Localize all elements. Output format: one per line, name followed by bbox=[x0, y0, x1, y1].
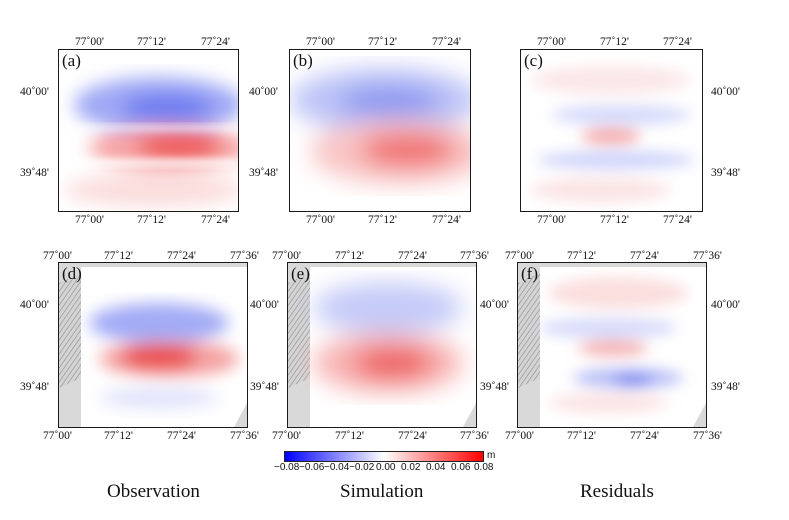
tick-lat-d-2: 39˚48' bbox=[20, 381, 49, 393]
tick-lon-c-bot-3: 77˚24' bbox=[663, 214, 692, 226]
tick-lat-a-right-2: 39˚48' bbox=[249, 167, 278, 179]
tick-lon-b-bot-3: 77˚24' bbox=[432, 214, 461, 226]
colorbar-label-9: 0.08 bbox=[474, 462, 494, 473]
tick-lon-b-top-2: 77˚12' bbox=[368, 36, 397, 48]
tick-lon-d-top-4: 77˚36' bbox=[230, 250, 259, 262]
tick-lat-c-1: 40˚00' bbox=[711, 86, 740, 98]
tick-lat-a-right-1: 40˚00' bbox=[249, 86, 278, 98]
panel-label-b: (b) bbox=[293, 51, 313, 70]
tick-lon-f-bot-4: 77˚36' bbox=[693, 430, 722, 442]
tick-lat-f-1: 40˚00' bbox=[711, 299, 740, 311]
displacement-map-f bbox=[518, 263, 706, 427]
colorbar-label-5: 0.00 bbox=[376, 462, 396, 473]
tick-lon-f-bot-3: 77˚24' bbox=[630, 430, 659, 442]
tick-lon-d-bot-3: 77˚24' bbox=[167, 430, 196, 442]
tick-lon-a-top-3: 77˚24' bbox=[201, 36, 230, 48]
colorbar-label-6: 0.02 bbox=[401, 462, 421, 473]
colorbar-label-7: 0.04 bbox=[426, 462, 446, 473]
tick-lon-c-top-3: 77˚24' bbox=[663, 36, 692, 48]
tick-lon-f-bot-2: 77˚12' bbox=[567, 430, 596, 442]
panel-label-d: (d) bbox=[62, 264, 82, 283]
tick-lon-a-bot-3: 77˚24' bbox=[201, 214, 230, 226]
displacement-map-a bbox=[59, 77, 238, 206]
tick-lat-a-1: 40˚00' bbox=[20, 86, 49, 98]
tick-lon-e-bot-1: 77˚00' bbox=[272, 430, 301, 442]
tick-lat-d-right-2: 39˚48' bbox=[250, 381, 279, 393]
tick-lon-a-top-1: 77˚00' bbox=[75, 36, 104, 48]
tick-lon-d-top-1: 77˚00' bbox=[43, 250, 72, 262]
panel-e-simulation: (e) bbox=[287, 262, 477, 428]
displacement-map-e bbox=[288, 263, 476, 427]
tick-lon-e-top-3: 77˚24' bbox=[398, 250, 427, 262]
panel-b-simulation: (b) bbox=[289, 49, 471, 212]
tick-lon-a-bot-1: 77˚00' bbox=[75, 214, 104, 226]
tick-lon-e-top-1: 77˚00' bbox=[272, 250, 301, 262]
tick-lat-f-2: 39˚48' bbox=[711, 381, 740, 393]
panel-c-residual: (c) bbox=[520, 49, 703, 212]
panel-a-observation: (a) bbox=[58, 49, 239, 212]
panel-label-c: (c) bbox=[524, 51, 543, 70]
tick-lon-f-top-3: 77˚24' bbox=[630, 250, 659, 262]
tick-lon-a-bot-2: 77˚12' bbox=[137, 214, 166, 226]
tick-lon-b-bot-2: 77˚12' bbox=[368, 214, 397, 226]
tick-lon-b-bot-1: 77˚00' bbox=[306, 214, 335, 226]
colorbar-label-2: −0.06 bbox=[299, 462, 325, 473]
tick-lat-d-right-1: 40˚00' bbox=[250, 299, 279, 311]
panel-label-a: (a) bbox=[62, 51, 81, 70]
displacement-map-c bbox=[531, 66, 696, 202]
tick-lon-f-top-1: 77˚00' bbox=[505, 250, 534, 262]
tick-lon-e-top-2: 77˚12' bbox=[335, 250, 364, 262]
column-title-simulation: Simulation bbox=[340, 481, 424, 502]
tick-lon-d-bot-4: 77˚36' bbox=[230, 430, 259, 442]
column-title-residuals: Residuals bbox=[580, 481, 654, 502]
colorbar-label-1: −0.08 bbox=[274, 462, 300, 473]
tick-lat-d-1: 40˚00' bbox=[20, 299, 49, 311]
tick-lon-d-bot-1: 77˚00' bbox=[43, 430, 72, 442]
tick-lon-c-bot-2: 77˚12' bbox=[600, 214, 629, 226]
colorbar-label-8: 0.06 bbox=[451, 462, 471, 473]
tick-lon-d-top-3: 77˚24' bbox=[167, 250, 196, 262]
tick-lon-e-bot-3: 77˚24' bbox=[398, 430, 427, 442]
tick-lon-b-top-1: 77˚00' bbox=[306, 36, 335, 48]
tick-lon-b-top-3: 77˚24' bbox=[432, 36, 461, 48]
colorbar-label-3: −0.04 bbox=[324, 462, 350, 473]
tick-lon-e-bot-4: 77˚36' bbox=[460, 430, 489, 442]
colorbar-unit: m bbox=[487, 450, 496, 461]
tick-lon-f-top-4: 77˚36' bbox=[693, 250, 722, 262]
colorbar-label-4: −0.02 bbox=[349, 462, 375, 473]
panel-label-e: (e) bbox=[291, 264, 310, 283]
tick-lon-d-bot-2: 77˚12' bbox=[104, 430, 133, 442]
displacement-map-d bbox=[59, 263, 247, 427]
column-title-observation: Observation bbox=[107, 481, 200, 502]
colorbar bbox=[284, 451, 484, 462]
tick-lon-a-top-2: 77˚12' bbox=[137, 36, 166, 48]
panel-f-residual: (f) bbox=[517, 262, 707, 428]
tick-lon-d-top-2: 77˚12' bbox=[104, 250, 133, 262]
tick-lon-e-bot-2: 77˚12' bbox=[335, 430, 364, 442]
terrain-hillshade bbox=[59, 273, 81, 388]
tick-lat-e-right-2: 39˚48' bbox=[480, 381, 509, 393]
tick-lat-e-right-1: 40˚00' bbox=[480, 299, 509, 311]
tick-lon-c-top-2: 77˚12' bbox=[600, 36, 629, 48]
tick-lon-c-top-1: 77˚00' bbox=[537, 36, 566, 48]
tick-lon-f-top-2: 77˚12' bbox=[567, 250, 596, 262]
tick-lon-c-bot-1: 77˚00' bbox=[537, 214, 566, 226]
panel-d-observation: (d) bbox=[58, 262, 248, 428]
tick-lon-f-bot-1: 77˚00' bbox=[505, 430, 534, 442]
tick-lat-a-2: 39˚48' bbox=[20, 167, 49, 179]
tick-lat-c-2: 39˚48' bbox=[711, 167, 740, 179]
panel-label-f: (f) bbox=[521, 264, 538, 283]
tick-lon-e-top-4: 77˚36' bbox=[460, 250, 489, 262]
displacement-map-b bbox=[290, 68, 470, 184]
